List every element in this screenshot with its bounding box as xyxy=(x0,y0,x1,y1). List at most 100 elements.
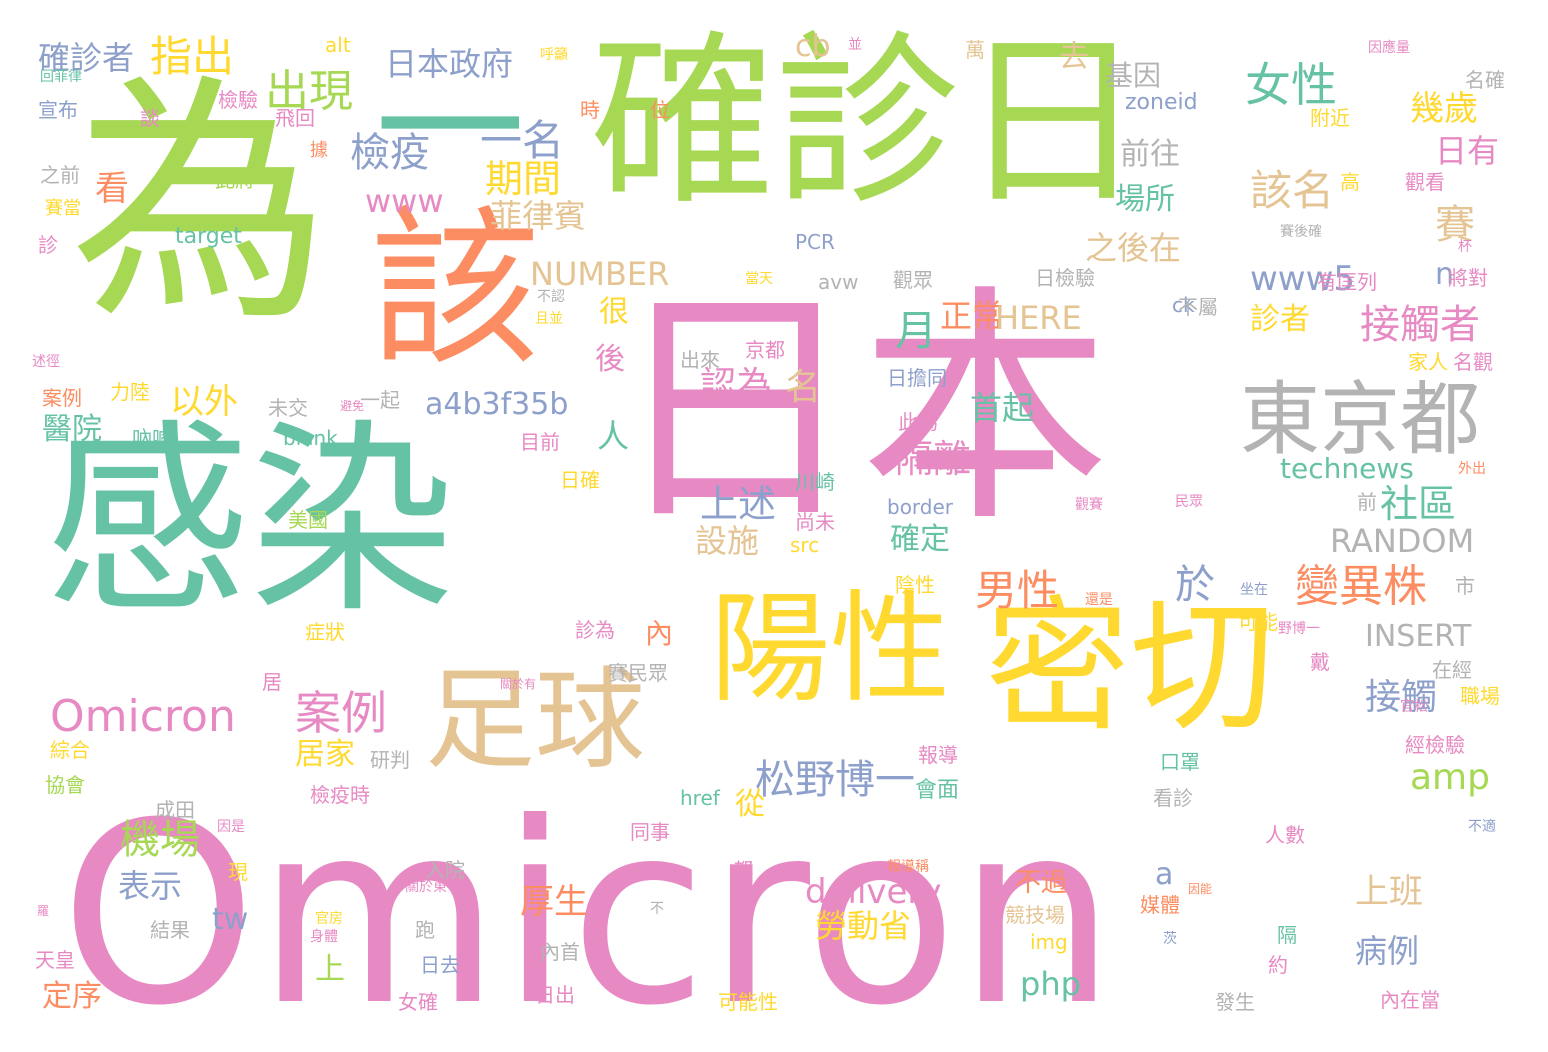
word-30: 前往 xyxy=(1120,137,1180,172)
word-78: 病例 xyxy=(1355,932,1420,970)
word-180: 不屬 xyxy=(1178,295,1218,319)
word-133: 官房 xyxy=(315,911,343,927)
word-126: 日去 xyxy=(420,953,460,977)
word-33: 去 xyxy=(1053,40,1088,70)
word-152: 職場 xyxy=(1460,684,1500,708)
word-183: 有匡列 xyxy=(1317,270,1377,294)
word-87: 協會 xyxy=(45,773,85,797)
word-181: 家人 xyxy=(1408,350,1448,374)
word-39: 之後在 xyxy=(1085,229,1182,267)
word-119: 現 xyxy=(228,860,248,884)
word-58: 上述 xyxy=(700,482,777,526)
word-83: 檢疫時 xyxy=(310,783,370,807)
word-42: NUMBER xyxy=(530,255,670,293)
word-2: 確診日 xyxy=(590,14,1145,230)
word-92: target xyxy=(175,224,242,249)
word-62: 確定 xyxy=(890,522,950,557)
word-114: 症狀 xyxy=(305,620,345,644)
word-177: 觀眾 xyxy=(893,268,933,292)
word-193: 附近 xyxy=(1310,106,1350,130)
word-10: 東京都 xyxy=(1240,373,1480,466)
word-147: 看診 xyxy=(1153,786,1193,810)
word-7: 陽性 xyxy=(710,580,950,719)
word-34: cb xyxy=(795,29,831,64)
word-75: 厚生 xyxy=(520,882,588,922)
word-25: 期間 xyxy=(485,157,562,201)
word-66: amp xyxy=(1410,757,1490,798)
word-1: 日本 xyxy=(610,264,1110,555)
word-145: 茨 xyxy=(1163,931,1177,947)
word-115: 居 xyxy=(262,670,282,694)
word-65: 接觸 xyxy=(1365,677,1438,718)
word-169: src xyxy=(790,533,820,557)
word-28: 該名 xyxy=(1250,166,1335,215)
word-131: 同事 xyxy=(630,820,670,844)
word-15: 接觸者 xyxy=(1360,302,1480,348)
word-5: 感染 xyxy=(45,403,455,641)
word-127: 內首 xyxy=(540,940,580,964)
word-85: 研判 xyxy=(370,748,410,772)
word-55: 人 xyxy=(597,417,630,455)
word-162: 市 xyxy=(1455,574,1475,598)
word-37: 看 xyxy=(95,169,129,209)
word-54: 醫院 xyxy=(42,412,102,447)
word-186: PCR xyxy=(795,230,835,254)
word-11: Omicron xyxy=(50,691,236,742)
word-164: 外出 xyxy=(1458,461,1486,477)
word-109: 吶喊 xyxy=(132,426,172,450)
word-132: 不 xyxy=(650,901,664,917)
word-102: 據 xyxy=(310,140,328,161)
word-189: 賽後確 xyxy=(1280,224,1322,240)
word-35: www xyxy=(365,182,444,220)
word-174: 出來 xyxy=(680,348,720,372)
word-9: 足球 xyxy=(425,656,645,784)
word-184: 將對 xyxy=(1448,266,1488,290)
word-22: 日本政府 xyxy=(385,45,514,83)
word-61: 設施 xyxy=(695,522,760,560)
word-19: 檢疫 xyxy=(350,130,430,176)
word-56: 隔離 xyxy=(895,437,972,481)
word-45: HERE xyxy=(995,299,1082,337)
word-74: tw xyxy=(212,902,249,937)
word-38: 場所 xyxy=(1115,182,1175,217)
word-195: 因應量 xyxy=(1368,40,1410,56)
word-47: 診者 xyxy=(1250,302,1310,337)
word-13: 松野博一 xyxy=(755,757,915,803)
word-70: 表示 xyxy=(118,867,183,905)
word-18: 男性 xyxy=(975,566,1060,615)
word-182: 名觀 xyxy=(1453,350,1493,374)
word-6: 密切 xyxy=(985,583,1275,752)
word-77: 不過 xyxy=(1015,868,1068,898)
word-104: 力陸 xyxy=(110,380,150,404)
word-158: 野博一 xyxy=(1278,621,1320,637)
word-41: n xyxy=(1435,257,1455,292)
word-73: 上班 xyxy=(1355,872,1423,912)
word-154: 不適 xyxy=(1468,819,1496,835)
word-100: 位 xyxy=(650,98,670,122)
word-123: 都 xyxy=(733,858,753,882)
word-185: 當天 xyxy=(745,271,773,287)
word-86: 綜合 xyxy=(50,738,90,762)
word-144: 約 xyxy=(1268,953,1288,977)
word-130: 可能性 xyxy=(718,990,778,1014)
word-32: zoneid xyxy=(1125,90,1198,115)
word-120: 入院 xyxy=(425,858,465,882)
word-146: href xyxy=(680,786,720,810)
word-151: 官松 xyxy=(1400,699,1428,715)
word-175: 京都 xyxy=(745,338,785,362)
word-192: 高 xyxy=(1340,170,1360,194)
word-29: 賽 xyxy=(1435,202,1475,248)
word-172: 此為 xyxy=(898,410,938,434)
word-71: delivery xyxy=(805,872,942,912)
word-23: 指出 xyxy=(150,32,235,81)
word-136: 因是 xyxy=(217,819,245,835)
word-143: 隔 xyxy=(1277,923,1297,947)
word-110: blank xyxy=(283,426,338,450)
word-69: 從 xyxy=(735,787,765,822)
word-121: 關於東 xyxy=(405,879,447,895)
word-103: 案例 xyxy=(42,386,82,410)
word-124: 結果 xyxy=(150,918,190,942)
word-26: 幾歲 xyxy=(1410,89,1478,129)
word-156: 戴 xyxy=(1310,650,1330,674)
word-155: 因能 xyxy=(1188,882,1213,896)
